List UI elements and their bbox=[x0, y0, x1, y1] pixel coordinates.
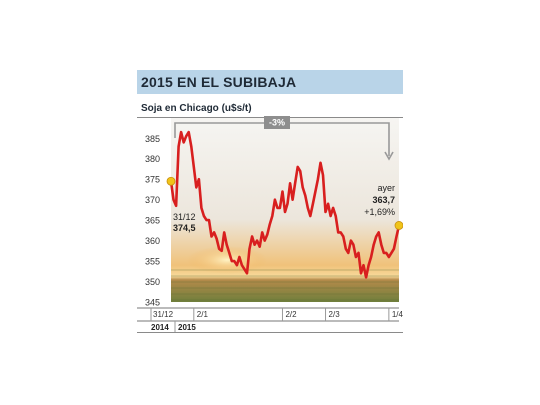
y-tick-label: 375 bbox=[145, 175, 160, 185]
end-label: ayer bbox=[377, 183, 395, 193]
bottom-rule bbox=[137, 332, 403, 333]
y-tick-label: 360 bbox=[145, 236, 160, 246]
y-tick-label: 355 bbox=[145, 257, 160, 267]
line-chart: 345 350 355 360 365 370 375 380 385 31/12 2/1 2/2 2/… bbox=[137, 116, 403, 332]
price-series-line bbox=[169, 130, 401, 279]
chart-title: 2015 EN EL SUBIBAJA bbox=[141, 74, 297, 90]
x-tick-label: 2/1 bbox=[197, 310, 209, 319]
x-tick-label: 2/2 bbox=[285, 310, 297, 319]
change-arrowhead bbox=[384, 151, 394, 161]
year-label: 2014 bbox=[151, 323, 169, 332]
title-band: 2015 EN EL SUBIBAJA bbox=[137, 70, 403, 94]
y-tick-label: 345 bbox=[145, 298, 160, 308]
start-value-label: 374,5 bbox=[173, 223, 196, 233]
y-tick-label: 350 bbox=[145, 277, 160, 287]
end-change-label: +1,69% bbox=[364, 207, 395, 217]
change-badge bbox=[264, 116, 290, 129]
y-tick-label: 385 bbox=[145, 134, 160, 144]
end-marker bbox=[394, 221, 403, 230]
start-date-label: 31/12 bbox=[173, 212, 196, 222]
x-tick-label: 1/4 bbox=[392, 310, 403, 319]
x-tick-label: 2/3 bbox=[329, 310, 341, 319]
y-tick-label: 380 bbox=[145, 154, 160, 164]
chart-card: 2015 EN EL SUBIBAJA Soja en Chicago (u$s… bbox=[137, 70, 403, 333]
year-label: 2015 bbox=[178, 323, 196, 332]
end-value-label: 363,7 bbox=[372, 195, 395, 205]
change-label: -3% bbox=[269, 118, 285, 128]
y-tick-label: 365 bbox=[145, 216, 160, 226]
x-tick-label: 31/12 bbox=[153, 310, 174, 319]
y-tick-label: 370 bbox=[145, 195, 160, 205]
chart-subtitle: Soja en Chicago (u$s/t) bbox=[141, 103, 252, 114]
start-marker bbox=[166, 176, 176, 186]
